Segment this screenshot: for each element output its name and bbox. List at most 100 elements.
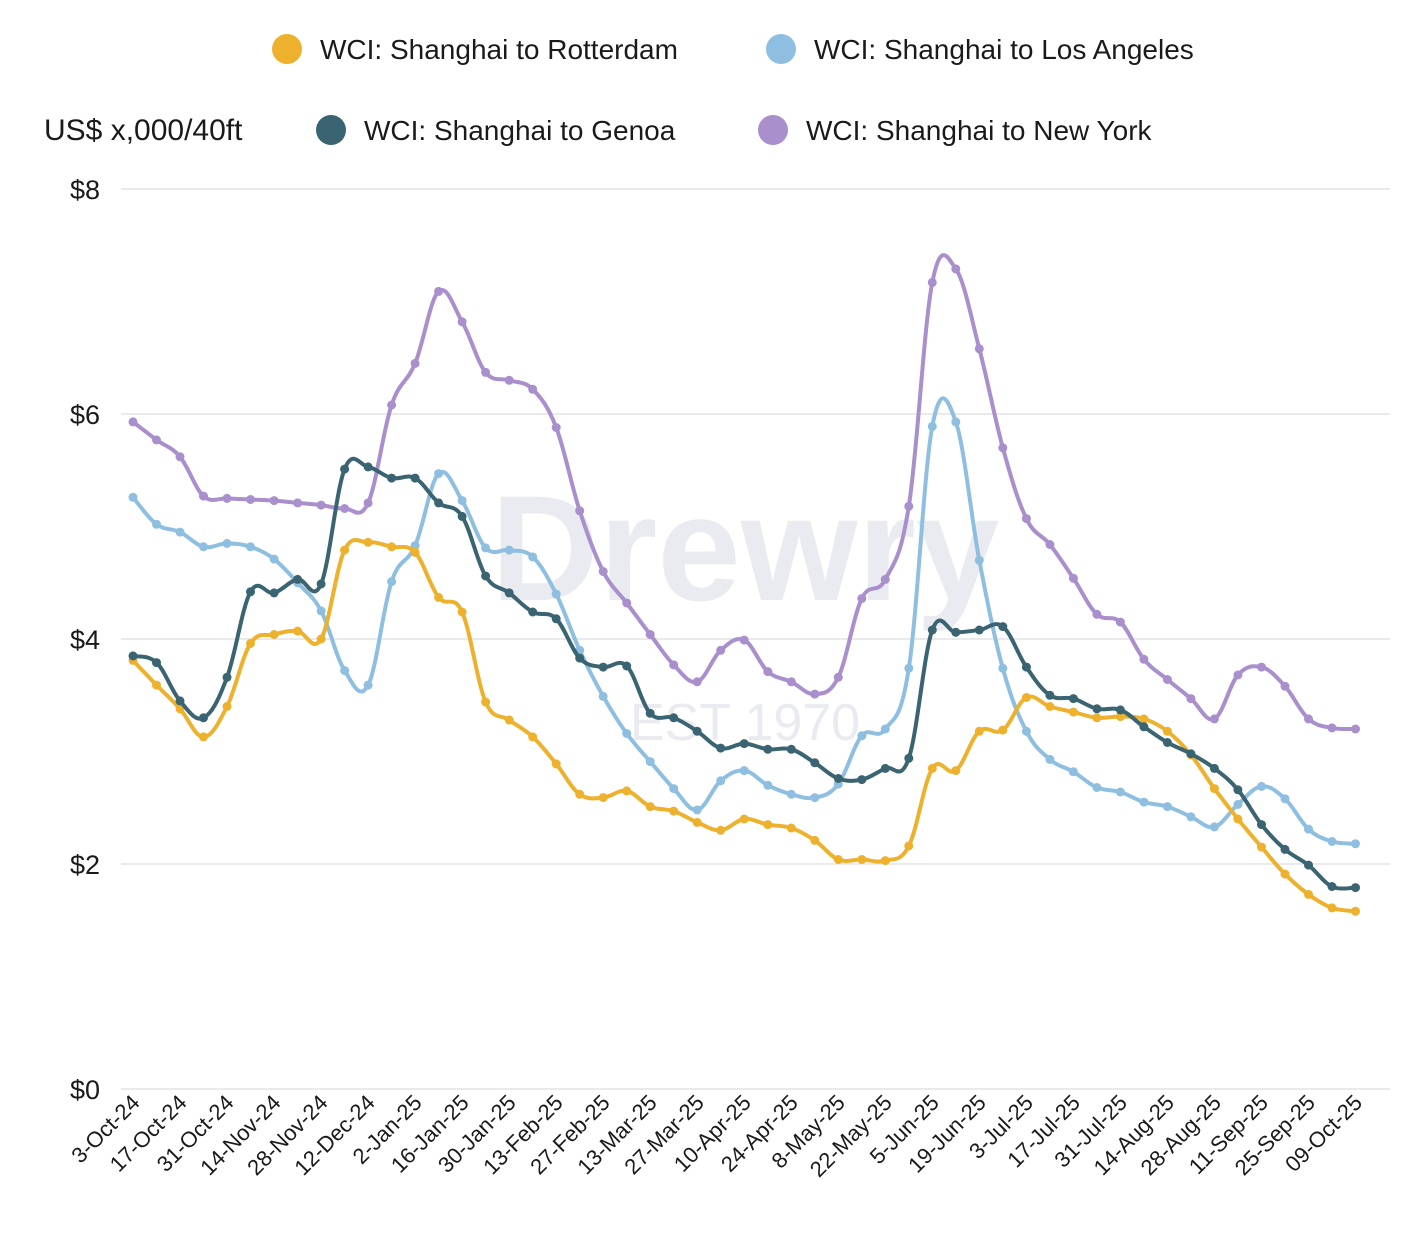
- data-point: [528, 732, 538, 742]
- data-point: [786, 744, 796, 754]
- data-point: [504, 588, 514, 598]
- data-point: [1139, 722, 1149, 732]
- data-point: [833, 774, 843, 783]
- data-point: [622, 661, 632, 671]
- data-point: [1257, 842, 1266, 852]
- data-point: [175, 527, 185, 537]
- data-point: [692, 817, 702, 827]
- data-point: [269, 630, 279, 639]
- data-point: [904, 753, 914, 763]
- data-point: [904, 841, 914, 851]
- data-point: [974, 625, 984, 635]
- data-point: [340, 504, 350, 513]
- data-point: [810, 689, 820, 699]
- data-point: [410, 358, 420, 368]
- data-point: [974, 344, 984, 354]
- data-point: [1021, 514, 1031, 524]
- data-point: [1304, 714, 1313, 724]
- legend-label-los-angeles: WCI: Shanghai to Los Angeles: [814, 34, 1194, 65]
- data-point: [1186, 812, 1196, 822]
- data-point: [1351, 906, 1360, 916]
- data-point: [152, 658, 161, 668]
- data-point: [1233, 814, 1243, 824]
- data-point: [1115, 712, 1125, 722]
- data-point: [927, 763, 937, 773]
- data-point: [1209, 763, 1219, 773]
- data-point: [1304, 860, 1313, 870]
- data-point: [222, 702, 232, 711]
- data-point: [246, 639, 255, 648]
- data-point: [551, 589, 561, 599]
- data-point: [1162, 726, 1172, 736]
- data-point: [645, 630, 655, 639]
- data-point: [1115, 617, 1125, 627]
- data-point: [199, 713, 208, 723]
- data-point: [340, 464, 350, 474]
- data-point: [833, 855, 843, 864]
- data-point: [974, 726, 984, 736]
- data-point: [340, 545, 350, 555]
- data-point: [1162, 675, 1172, 684]
- data-point: [575, 506, 585, 516]
- data-point: [363, 498, 373, 508]
- data-point: [246, 495, 255, 504]
- data-point: [669, 713, 679, 723]
- data-point: [551, 423, 561, 432]
- data-point: [316, 606, 326, 616]
- data-point: [1233, 799, 1243, 809]
- data-point: [199, 542, 208, 552]
- data-point: [716, 743, 726, 753]
- data-point: [504, 375, 514, 385]
- data-point: [316, 579, 326, 589]
- watermark-text: Drewry: [491, 464, 1000, 632]
- data-point: [739, 766, 749, 776]
- data-point: [457, 496, 467, 506]
- data-point: [669, 806, 679, 816]
- data-point: [598, 662, 608, 672]
- data-point: [810, 793, 820, 803]
- data-point: [1115, 787, 1125, 797]
- data-point: [598, 567, 608, 576]
- data-point: [1045, 702, 1055, 711]
- data-point: [1021, 726, 1031, 736]
- data-point: [504, 545, 514, 555]
- y-tick-label: $2: [70, 850, 100, 880]
- legend-label-genoa: WCI: Shanghai to Genoa: [364, 115, 676, 146]
- data-point: [786, 823, 796, 833]
- data-point: [622, 786, 632, 796]
- data-point: [810, 758, 820, 768]
- data-point: [1021, 693, 1031, 702]
- data-point: [387, 577, 397, 587]
- data-point: [669, 660, 679, 670]
- data-point: [528, 384, 538, 394]
- data-point: [1209, 784, 1219, 794]
- data-point: [363, 537, 373, 547]
- data-point: [998, 622, 1008, 632]
- data-point: [481, 571, 491, 581]
- y-tick-label: $6: [70, 400, 100, 430]
- data-point: [927, 277, 937, 287]
- data-point: [246, 542, 255, 552]
- data-point: [222, 493, 232, 503]
- data-point: [551, 614, 561, 624]
- data-point: [1257, 820, 1266, 830]
- data-point: [763, 667, 773, 677]
- data-point: [857, 731, 867, 741]
- legend-marker-new-york: [758, 115, 788, 145]
- data-point: [434, 498, 444, 508]
- data-point: [1327, 837, 1337, 846]
- data-point: [904, 663, 914, 673]
- data-point: [434, 469, 444, 479]
- watermark: Drewry EST 1970: [491, 464, 1000, 752]
- data-point: [528, 607, 538, 617]
- data-point: [927, 625, 937, 635]
- data-point: [904, 501, 914, 511]
- data-point: [575, 653, 585, 663]
- data-point: [128, 492, 138, 502]
- data-point: [951, 766, 961, 776]
- data-point: [716, 645, 726, 655]
- data-point: [1351, 839, 1360, 849]
- data-point: [1327, 882, 1337, 891]
- data-point: [363, 462, 373, 472]
- data-point: [410, 473, 420, 483]
